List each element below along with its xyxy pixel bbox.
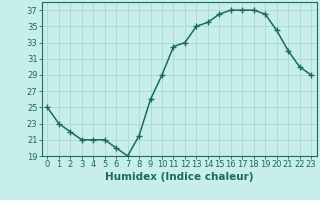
X-axis label: Humidex (Indice chaleur): Humidex (Indice chaleur) — [105, 172, 253, 182]
